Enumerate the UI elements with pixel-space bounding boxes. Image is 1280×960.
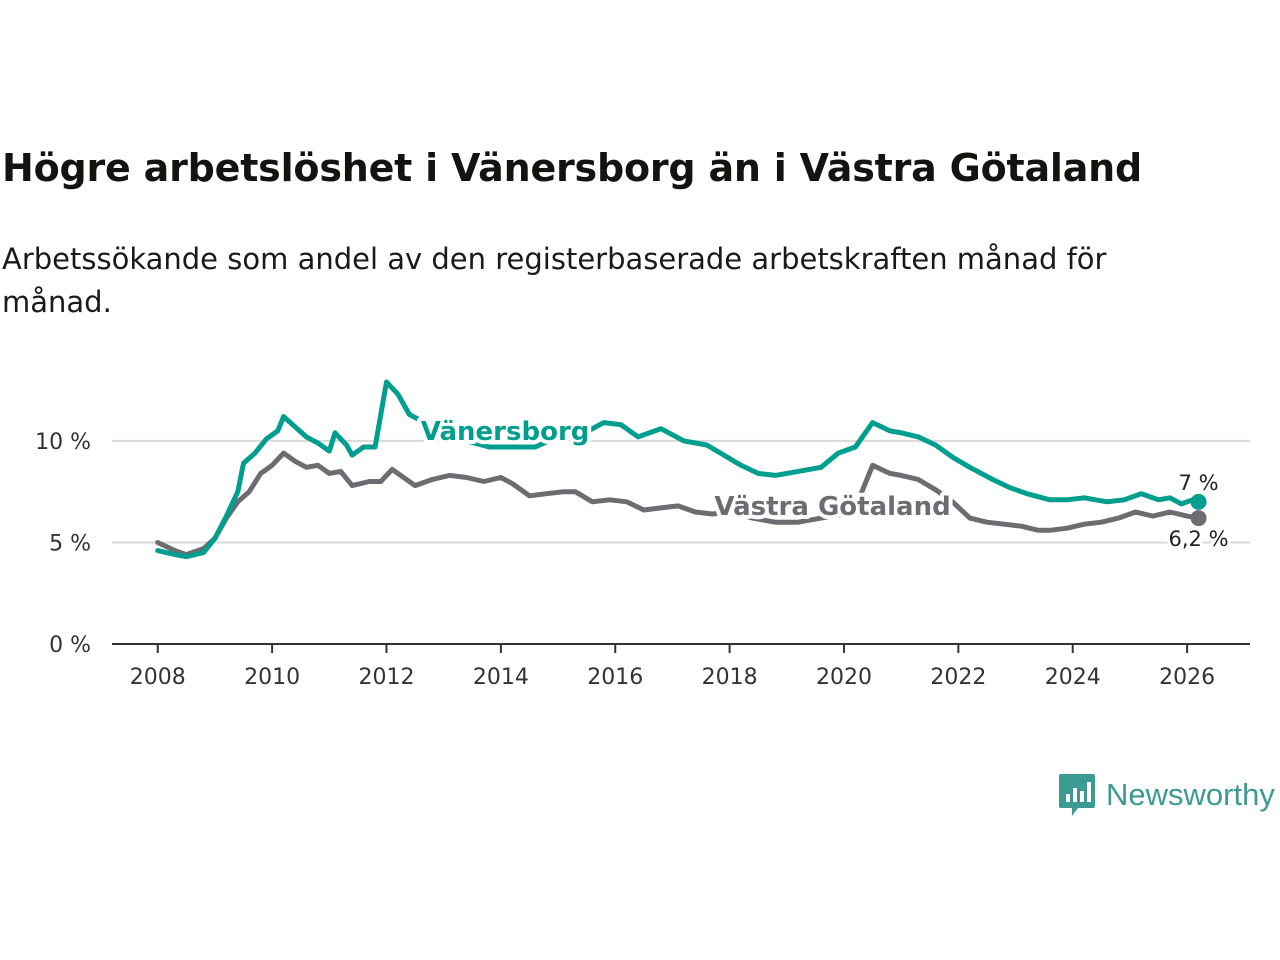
axes: 0 % 5 % 10 % 2008 2010 2012 2014 2016 2018 2020 20… — [35, 430, 1250, 690]
y-tick-label: 10 % — [35, 430, 91, 455]
x-tick-label: 2022 — [930, 665, 986, 690]
series-label: Västra Götaland — [714, 492, 950, 522]
x-tick-label: 2020 — [816, 665, 872, 690]
y-tick-label: 5 % — [49, 531, 91, 556]
series-line-v-nersborg — [155, 379, 1201, 560]
series-end-label: 7 % — [1179, 471, 1219, 495]
series-label: Vänersborg — [421, 417, 590, 447]
series-end-label: 6,2 % — [1169, 527, 1229, 551]
x-tick-label: 2008 — [130, 665, 186, 690]
x-tick-label: 2010 — [244, 665, 300, 690]
chart-title: Högre arbetslöshet i Vänersborg än i Väs… — [2, 146, 1143, 190]
series-end-point — [1190, 493, 1207, 510]
series-end-point — [1190, 510, 1207, 527]
x-tick-label: 2018 — [702, 665, 758, 690]
x-tick-label: 2012 — [358, 665, 414, 690]
x-tick-label: 2024 — [1045, 665, 1101, 690]
x-tick-label: 2014 — [473, 665, 529, 690]
newsworthy-logo: Newsworthy — [1058, 772, 1275, 818]
x-tick-label: 2016 — [587, 665, 643, 690]
x-tick-label: 2026 — [1159, 665, 1215, 690]
chart-subtitle: Arbetssökande som andel av den registerb… — [2, 242, 1107, 319]
newsworthy-logo-icon — [1059, 774, 1095, 816]
series-lines — [155, 379, 1207, 560]
newsworthy-logo-text: Newsworthy — [1106, 777, 1275, 812]
series-labels: Vänersborg Västra Götaland 7 % 6,2 % — [417, 413, 1232, 554]
y-tick-label: 0 % — [49, 633, 91, 658]
series-line-v-stra-g-taland — [155, 450, 1201, 558]
